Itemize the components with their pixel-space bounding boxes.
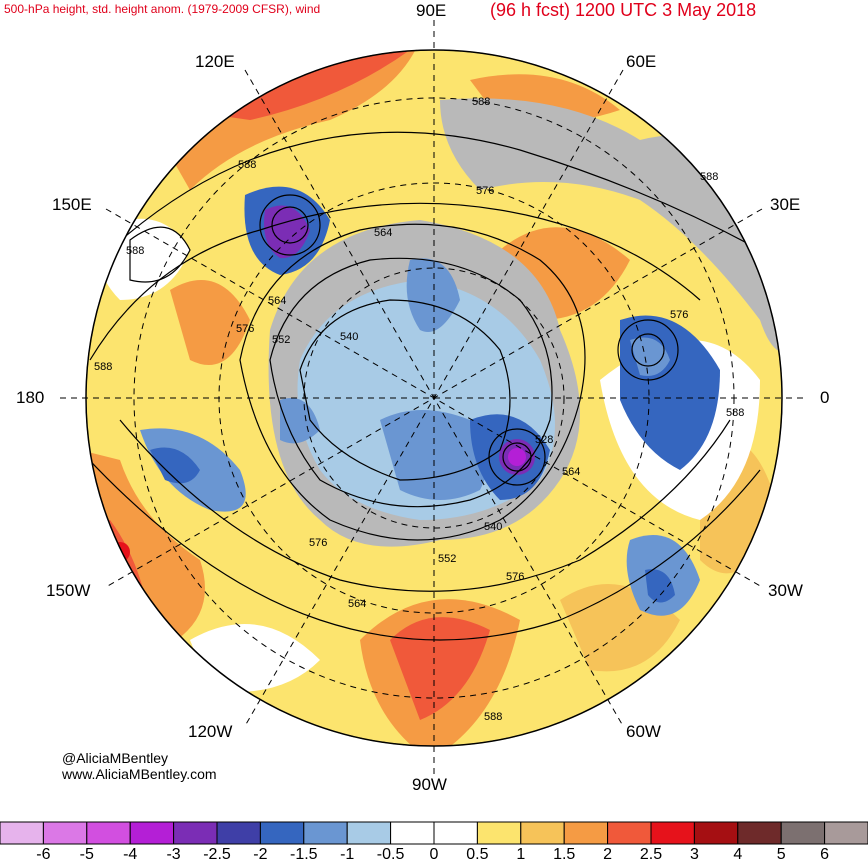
colorbar-tick-label: 0.5: [466, 846, 489, 863]
colorbar-swatch: [173, 821, 218, 845]
colorbar-tick-label: 4: [733, 846, 743, 863]
contour-label: 576: [236, 323, 254, 335]
colorbar-swatch: [259, 821, 305, 845]
anomaly-field: [86, 50, 782, 746]
polar-stereographic-map: 588 588 576 588 564 588 588 576 552 540 …: [60, 20, 808, 776]
colorbar-tick-label: 1.5: [553, 846, 576, 863]
colorbar-swatch: [303, 821, 348, 845]
colorbar-tick-label: -1: [340, 846, 355, 863]
lon-label-0: 0: [820, 388, 830, 407]
lon-label-30e: 30E: [770, 195, 801, 214]
colorbar-swatch: [216, 821, 261, 845]
colorbar-swatch: [607, 821, 652, 845]
contour-label: 576: [309, 537, 327, 549]
contour-label: 588: [94, 361, 112, 373]
height-contours: [86, 131, 782, 641]
colorbar-tick-label: -0.5: [376, 846, 405, 863]
contour-label: 564: [374, 227, 392, 239]
colorbar-swatch: [129, 821, 175, 845]
colorbar: [0, 821, 868, 845]
contour-label: 588: [726, 407, 744, 419]
colorbar-swatch: [476, 821, 522, 845]
colorbar-tick-label: -5: [79, 846, 94, 863]
colorbar-swatch: [563, 821, 609, 845]
colorbar-tick-label: -6: [36, 846, 51, 863]
contour-label-group: 588 588 576 588 564 588 588 576 552 540 …: [94, 96, 744, 723]
colorbar-tick-label: 5: [776, 846, 786, 863]
colorbar-tick-label: 3: [689, 846, 699, 863]
colorbar-swatch: [433, 821, 478, 845]
colorbar-swatch: [737, 821, 782, 845]
colorbar-swatch: [824, 821, 868, 845]
lon-label-90e: 90E: [416, 1, 447, 20]
colorbar-swatch: [0, 821, 44, 845]
contour-label: 576: [506, 571, 524, 583]
colorbar-tick-label: 1: [516, 846, 526, 863]
lon-label-150e: 150E: [52, 195, 92, 214]
colorbar-tick-label: 2.5: [639, 846, 663, 863]
contour-label: 552: [272, 334, 290, 346]
lon-label-30w: 30W: [768, 581, 803, 600]
contour-label: 588: [472, 96, 490, 108]
lon-label-60e: 60E: [626, 52, 657, 71]
colorbar-tick-label: -4: [123, 846, 138, 863]
colorbar-tick-label: -3: [166, 846, 181, 863]
lon-label-150w: 150W: [46, 581, 91, 600]
lon-label-60w: 60W: [626, 722, 661, 741]
colorbar-tick-label: -2: [253, 846, 268, 863]
colorbar-swatch: [693, 821, 739, 845]
lon-label-120w: 120W: [188, 722, 233, 741]
contour-label: 588: [238, 159, 256, 171]
contour-label: 588: [126, 245, 144, 257]
colorbar-tick-label: 6: [820, 846, 830, 863]
colorbar-swatch: [86, 821, 131, 845]
contour-label: 588: [484, 711, 502, 723]
map-title: 500-hPa height, std. height anom. (1979-…: [4, 2, 321, 16]
colorbar-tick-label: -1.5: [290, 846, 318, 863]
lon-label-90w: 90W: [412, 775, 447, 794]
lon-label-120e: 120E: [195, 52, 235, 71]
contour-label: 576: [670, 309, 688, 321]
contour-label: 552: [438, 553, 456, 565]
contour-label: 564: [268, 295, 286, 307]
colorbar-swatch: [780, 821, 826, 845]
contour-label: 588: [700, 171, 718, 183]
colorbar-tick-label: 0: [429, 846, 439, 863]
colorbar-swatch: [650, 821, 695, 845]
map-border: [85, 49, 783, 747]
credit-twitter: @AliciaMBentley: [62, 750, 169, 766]
colorbar-tick-label: -2.5: [203, 846, 231, 863]
colorbar-swatch: [42, 821, 88, 845]
colorbar-tick-label: 2: [603, 846, 613, 863]
colorbar-swatch: [390, 821, 435, 845]
forecast-time: (96 h fcst) 1200 UTC 3 May 2018: [490, 0, 757, 20]
contour-label: 540: [484, 521, 502, 533]
contour-label: 540: [340, 331, 358, 343]
contour-label: 576: [476, 185, 494, 197]
colorbar-swatch: [346, 821, 392, 845]
contour-label: 528: [535, 434, 553, 446]
credit-website: www.AliciaMBentley.com: [62, 766, 217, 782]
lon-label-180: 180: [16, 388, 45, 407]
contour-label: 564: [348, 598, 366, 610]
contour-label: 564: [562, 466, 580, 478]
colorbar-swatch: [520, 821, 565, 845]
